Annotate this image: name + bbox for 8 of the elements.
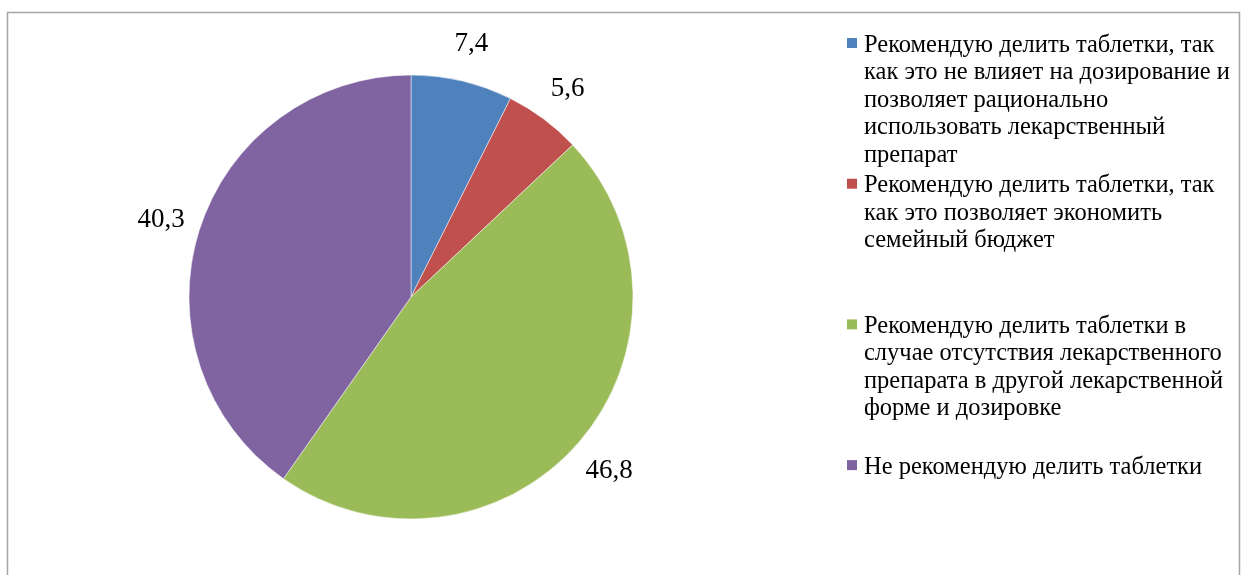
legend-label: Не рекомендую делить таблетки	[864, 451, 1203, 479]
legend-label: Рекомендую делить таблетки, так как это не влияет на дозирование и позволяет рационально использовать лекарственный препарат	[864, 29, 1230, 167]
legend-label: Рекомендую делить таблетки в случае отсутствия лекарственного препарата в другой лекарственной форме и дозировке	[864, 310, 1224, 421]
data-label: 5,6	[550, 71, 585, 102]
data-label: 7,4	[454, 27, 489, 58]
legend-label: Рекомендую делить таблетки, так как это позволяет экономить семейный бюджет	[864, 170, 1215, 253]
data-label: 40,3	[137, 203, 185, 234]
data-label: 46,8	[585, 453, 633, 484]
